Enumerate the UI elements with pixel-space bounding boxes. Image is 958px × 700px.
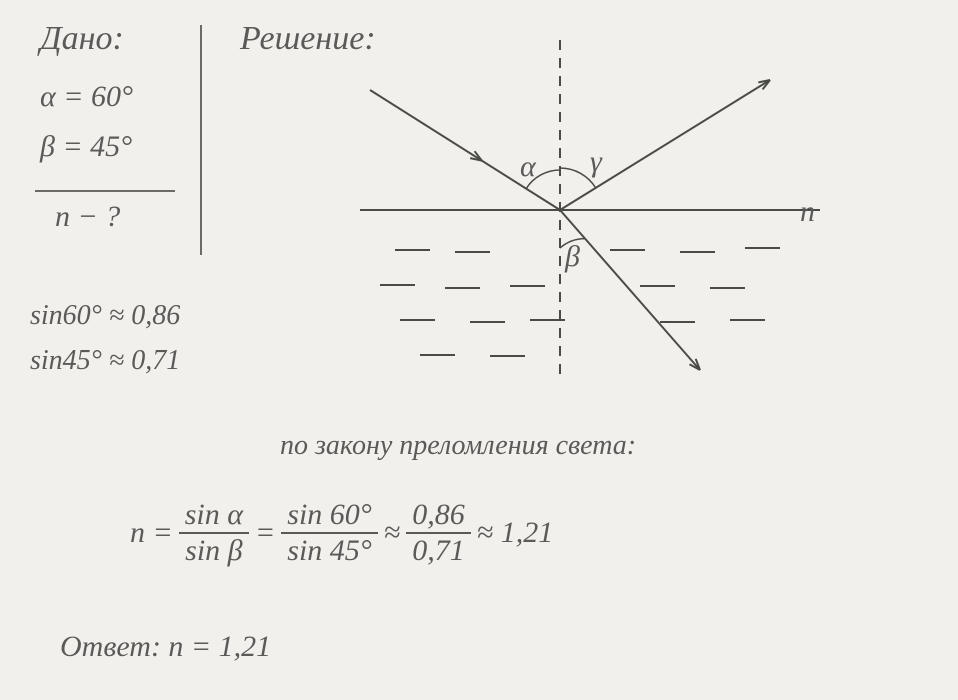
label-beta: β <box>565 240 580 274</box>
handwritten-physics-solution: { "given": { "title": "Дано:", "alpha": … <box>0 0 958 700</box>
refraction-diagram <box>0 0 958 700</box>
label-n: n <box>800 195 815 229</box>
label-alpha: α <box>520 150 536 184</box>
label-gamma: γ <box>590 145 602 179</box>
